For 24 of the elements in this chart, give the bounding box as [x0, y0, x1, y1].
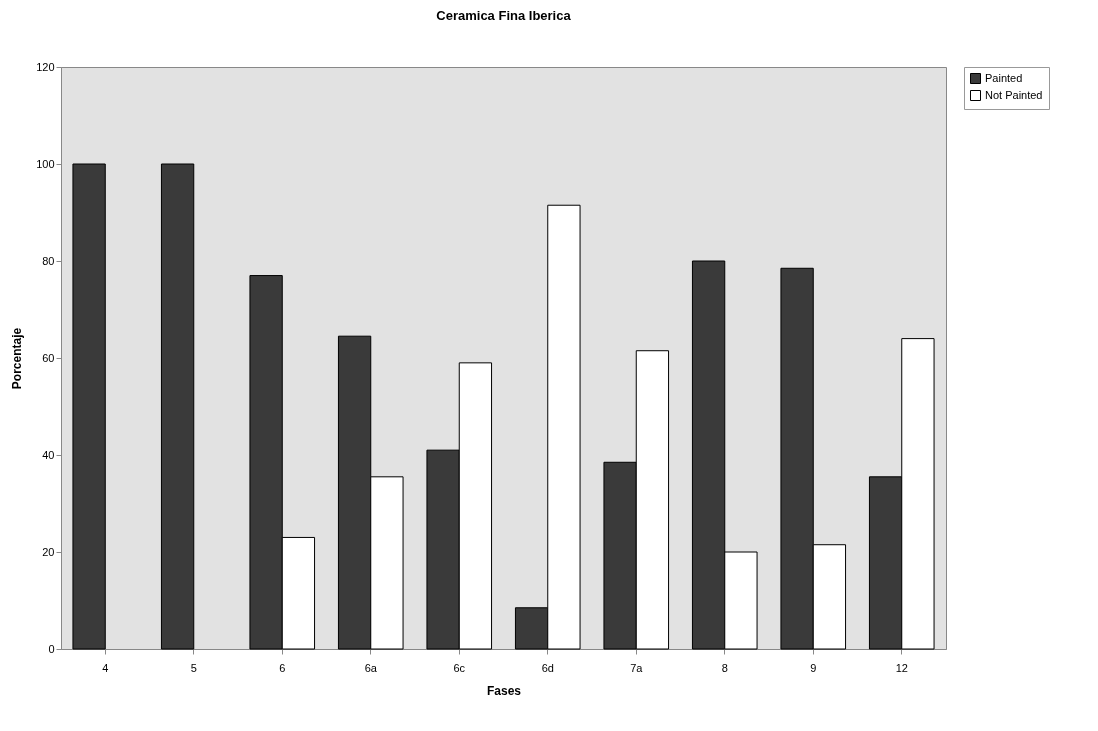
bar — [72, 163, 106, 650]
x-tick-label: 4 — [102, 661, 109, 674]
y-tick-label: 0 — [48, 642, 55, 655]
legend-label: Painted — [985, 71, 1023, 84]
x-tick-label: 6 — [279, 661, 286, 674]
x-tick-label: 6d — [541, 661, 554, 674]
x-tick-label: 8 — [721, 661, 728, 674]
y-axis-title: Porcentaje — [10, 327, 25, 390]
chart-title: Ceramica Fina Iberica — [436, 8, 572, 23]
y-tick-label: 40 — [42, 448, 55, 461]
x-tick-label: 7a — [630, 661, 644, 674]
y-tick-label: 60 — [42, 351, 55, 364]
x-tick-label: 6c — [453, 661, 466, 674]
x-axis-title: Fases — [486, 683, 522, 698]
bar — [160, 163, 195, 650]
y-tick-label: 100 — [36, 157, 55, 170]
y-tick-label: 20 — [42, 545, 55, 558]
x-tick-label: 12 — [895, 661, 908, 674]
x-tick-label: 9 — [810, 661, 817, 674]
y-tick-label: 120 — [36, 60, 55, 73]
y-tick-label: 80 — [42, 254, 55, 267]
x-tick-label: 5 — [190, 661, 197, 674]
legend-label: Not Painted — [985, 88, 1043, 101]
x-tick-label: 6a — [364, 661, 378, 674]
